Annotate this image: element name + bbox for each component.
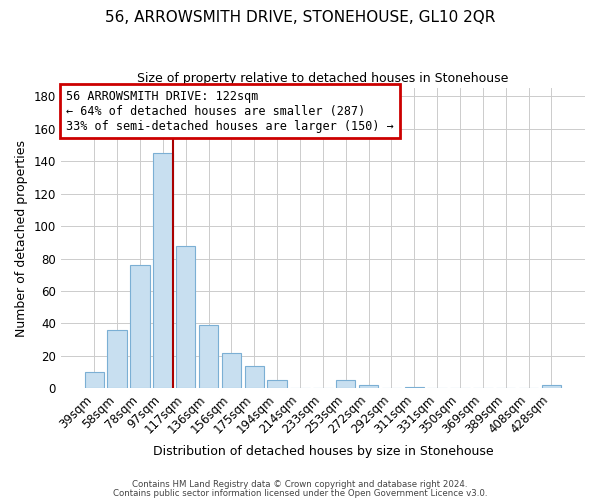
Text: 56, ARROWSMITH DRIVE, STONEHOUSE, GL10 2QR: 56, ARROWSMITH DRIVE, STONEHOUSE, GL10 2… <box>105 10 495 25</box>
Text: Contains public sector information licensed under the Open Government Licence v3: Contains public sector information licen… <box>113 488 487 498</box>
Bar <box>199 325 218 388</box>
Bar <box>153 153 173 388</box>
Bar <box>404 387 424 388</box>
Bar <box>222 352 241 388</box>
Bar <box>268 380 287 388</box>
Text: 56 ARROWSMITH DRIVE: 122sqm
← 64% of detached houses are smaller (287)
33% of se: 56 ARROWSMITH DRIVE: 122sqm ← 64% of det… <box>66 90 394 132</box>
Bar <box>130 265 150 388</box>
Bar <box>176 246 196 388</box>
Text: Contains HM Land Registry data © Crown copyright and database right 2024.: Contains HM Land Registry data © Crown c… <box>132 480 468 489</box>
Title: Size of property relative to detached houses in Stonehouse: Size of property relative to detached ho… <box>137 72 509 86</box>
X-axis label: Distribution of detached houses by size in Stonehouse: Distribution of detached houses by size … <box>152 444 493 458</box>
Bar <box>542 385 561 388</box>
Bar <box>107 330 127 388</box>
Bar <box>336 380 355 388</box>
Bar <box>85 372 104 388</box>
Y-axis label: Number of detached properties: Number of detached properties <box>15 140 28 336</box>
Bar <box>359 385 379 388</box>
Bar <box>245 366 264 388</box>
